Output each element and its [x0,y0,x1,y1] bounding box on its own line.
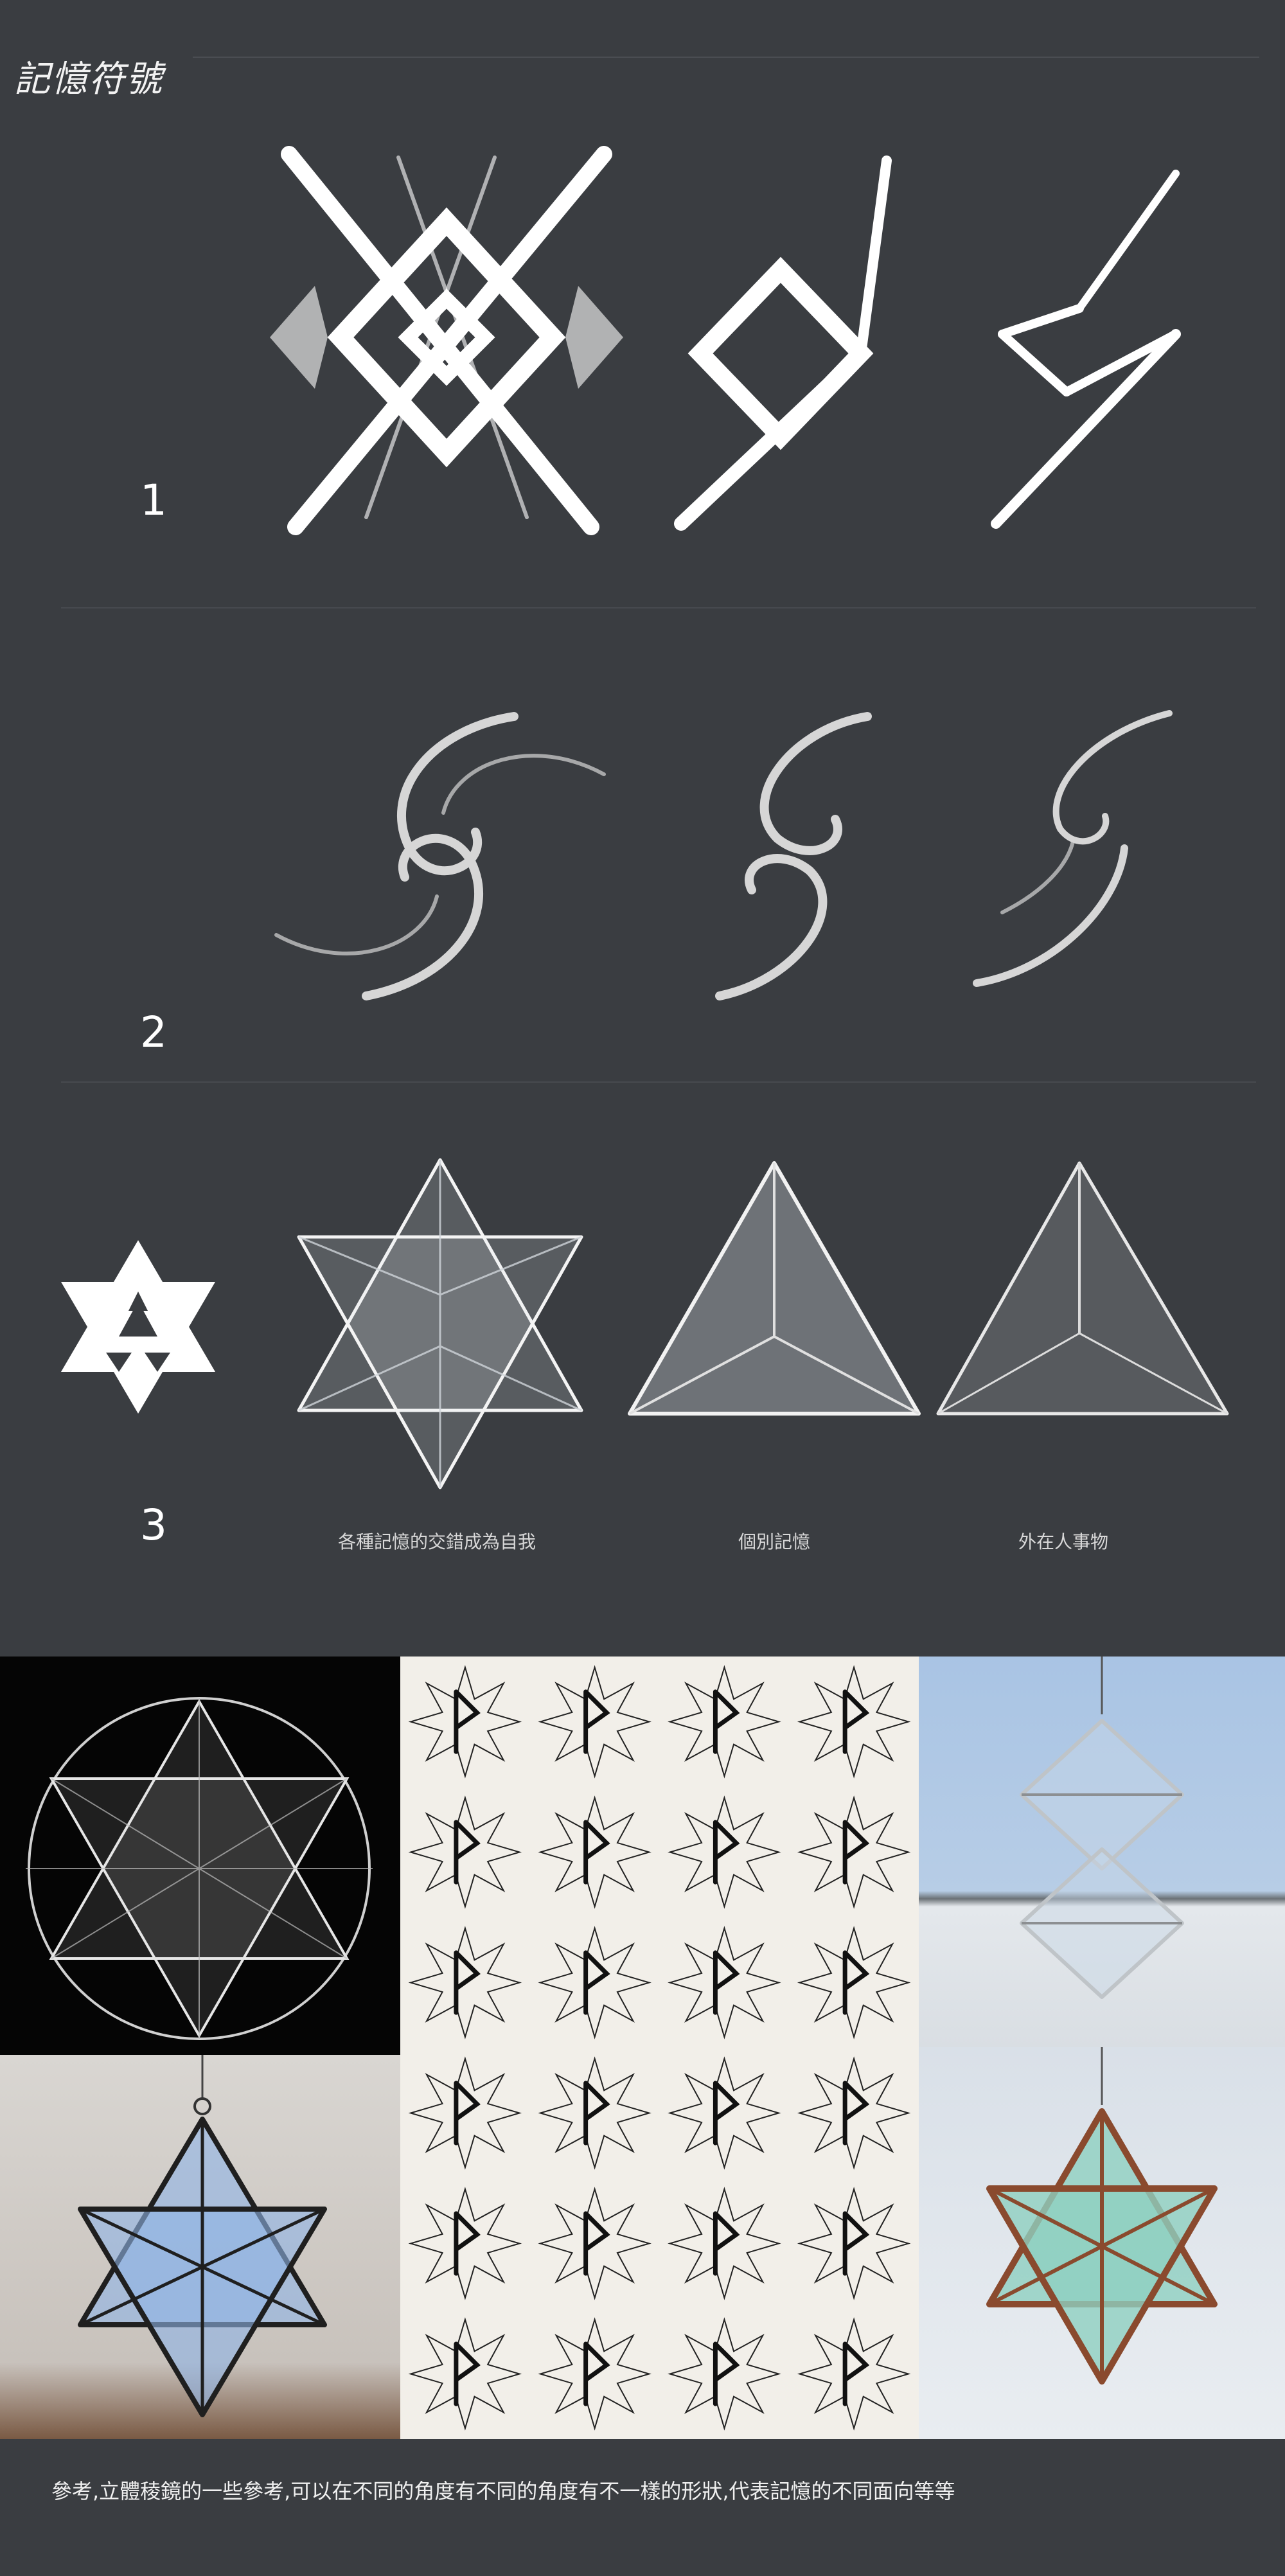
rune-glyph-stroke [842,2081,870,2145]
rune-glyph-stroke [454,1689,481,1754]
rune-glyph-stroke [583,1689,610,1754]
reference-photo-green-star [919,2047,1285,2439]
rune-glyph-stroke [454,2211,481,2276]
row-number-2: 2 [140,1008,167,1057]
rune-star-outline [797,2056,911,2170]
rune-star-outline [797,2187,911,2300]
rune-star-outline [797,2317,911,2431]
rune-star-outline [668,1665,781,1779]
rune-star-outline [797,1665,911,1779]
row-number-3: 3 [140,1500,167,1550]
rune-glyph-stroke [454,1820,481,1885]
caption-star: 各種記憶的交錯成為自我 [337,1531,536,1552]
rune-glyph-stroke [713,2341,740,2406]
row-divider-2 [61,1081,1256,1083]
rune-glyph-stroke [713,2211,740,2276]
rune-star-outline [668,2056,781,2170]
rune-star-outline [538,2056,651,2170]
reference-photo-blue-star [0,2055,400,2439]
rune-glyph-stroke [842,1689,870,1754]
rune-glyph-stroke [583,1820,610,1885]
rune-glyph-stroke [454,1950,481,2015]
reference-rune-star-sheet [400,1657,919,2439]
merkaba-logo-icon [61,1240,215,1414]
rune-glyph-stroke [713,1950,740,2015]
rune-star-outline [797,1926,911,2039]
rune-star-outline [408,2317,522,2431]
rune-star-outline [668,1795,781,1909]
rune-star-outline [538,1665,651,1779]
rune-star-outline [668,1926,781,2039]
swirl-symbol-2 [715,712,872,1000]
rune-star-outline [408,1926,522,2039]
rune-star-outline [538,2187,651,2300]
rune-glyph-stroke [842,2341,870,2406]
star-tetrahedron-glass [297,1158,583,1489]
rune-star-outline [408,2187,522,2300]
rune-glyph-stroke [454,2341,481,2406]
rune-glyph-stroke [583,2211,610,2276]
rune-star-outline [408,1665,522,1779]
tetrahedron-side-view [936,1161,1229,1416]
rune-symbol-lightning [991,170,1181,529]
swirl-symbol-1 [274,712,606,1000]
rune-star-outline [408,1795,522,1909]
rune-glyph-stroke [583,2081,610,2145]
reference-photo-double-prism [919,1657,1285,2047]
rune-glyph-stroke [842,2211,870,2276]
title-divider [193,57,1259,58]
rune-star-outline [668,2317,781,2431]
row-number-1: 1 [140,475,167,525]
rune-glyph-stroke [454,2081,481,2145]
rune-star-outline [797,1795,911,1909]
rune-symbol-hooked [674,155,892,531]
rune-star-outline [538,1795,651,1909]
swirl-symbol-3 [973,710,1173,987]
footer-note: 參考,立體稜鏡的一些參考,可以在不同的角度有不同的角度有不一樣的形狀,代表記憶的… [51,2479,955,2503]
rune-star-outline [408,2056,522,2170]
rune-symbol-crossed-diamond [270,146,623,535]
rune-glyph-stroke [713,2081,740,2145]
rune-glyph-stroke [583,2341,610,2406]
row-divider-1 [61,607,1256,608]
rune-glyph-stroke [842,1820,870,1885]
rune-star-outline [538,2317,651,2431]
rune-glyph-stroke [713,1820,740,1885]
rune-glyph-stroke [583,1950,610,2015]
rune-glyph-stroke [713,1689,740,1754]
page-title: 記憶符號 [14,58,163,100]
caption-side: 外在人事物 [1018,1531,1108,1552]
caption-tetra: 個別記憶 [738,1531,810,1552]
tetrahedron-glass [628,1161,921,1416]
rune-glyph-stroke [842,1950,870,2015]
reference-sketch-merkaba [0,1657,400,2055]
rune-star-outline [668,2187,781,2300]
rune-star-outline [538,1926,651,2039]
